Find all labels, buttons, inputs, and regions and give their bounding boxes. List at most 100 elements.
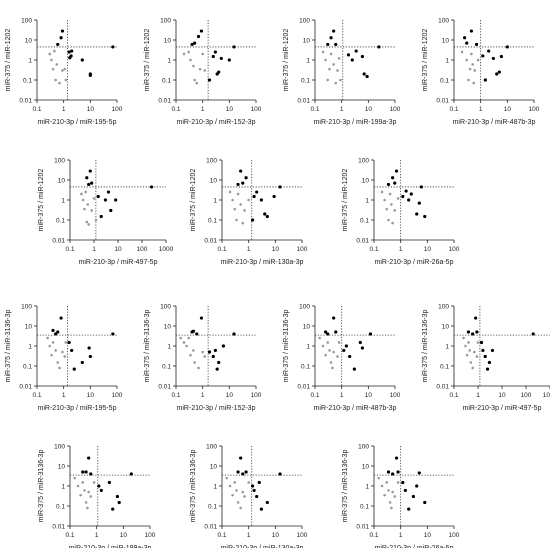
data-point [87,490,90,494]
data-point [463,36,467,40]
y-axis-label: miR-375 / miR-3136-3p [422,310,429,383]
y-tick-label: 0.1 [162,364,171,371]
data-point [278,472,282,476]
x-tick-label: 0.1 [449,392,458,399]
x-tick-label: 1 [479,106,483,113]
x-tick-label: 100 [145,532,156,539]
data-point [189,58,192,62]
data-point [386,182,391,187]
data-point [56,42,60,47]
data-point [86,506,89,510]
data-point [243,495,246,498]
data-point [387,489,390,492]
y-tick-label: 1 [167,58,171,65]
data-point [324,353,327,357]
y-tick-label: 10 [362,464,370,471]
x-axis-label: miR-210-3p / miR-130a-3p [221,259,304,266]
x-tick-label: 100 [137,246,148,253]
y-tick-label: 10 [442,324,450,331]
x-tick-label: 1 [201,392,205,399]
data-point [380,190,384,194]
y-tick-label: 100 [160,304,171,311]
data-point [481,348,485,353]
data-point [54,349,57,352]
data-point [470,52,473,56]
data-point [360,346,365,350]
data-point [111,45,115,49]
data-point [213,50,217,54]
data-point [472,350,476,354]
data-point [471,366,474,370]
data-point [86,203,90,206]
data-point [383,198,386,202]
x-tick-label: 1 [62,106,66,113]
data-point [491,56,495,61]
data-point [211,354,215,359]
data-point [103,198,108,202]
y-axis-label: miR-375 / miR-1202 [283,29,290,92]
data-point [505,45,509,49]
data-point [252,488,256,493]
data-point [417,471,421,475]
data-point [199,316,204,320]
y-tick-label: 100 [438,18,449,25]
y-axis-label: miR-375 / miR-1202 [422,29,429,92]
data-point [393,209,397,212]
x-axis-label: miR-210-3p / miR-199a-3p [314,119,397,126]
data-point [328,349,331,352]
y-tick-label: 10 [303,324,311,331]
data-point [239,506,242,510]
data-point [263,212,267,216]
data-point [79,493,82,497]
data-point [368,332,373,336]
x-tick-label: 10 [226,106,234,113]
y-tick-label: 0.1 [23,364,32,371]
y-axis-label: miR-375 / miR-3136-3p [144,310,151,383]
data-point [84,470,88,474]
x-tick-label: 1 [247,246,251,253]
data-point [386,470,391,474]
data-point [391,490,394,494]
data-point [51,67,55,71]
data-point [85,176,89,180]
y-tick-label: 0.1 [360,218,369,225]
data-point [233,481,237,484]
data-point [495,72,499,76]
y-tick-label: 1 [445,58,449,65]
x-tick-label: 100 [521,392,532,399]
data-point [468,67,472,71]
data-point [380,484,384,488]
data-point [396,197,400,200]
y-tick-label: 10 [210,178,218,185]
x-axis-label: miR-210-3p / miR-195-5p [38,405,117,412]
data-point [479,340,484,345]
data-point [182,52,186,56]
data-point [84,501,88,504]
data-point [235,489,238,492]
data-point [81,470,85,474]
x-tick-label: 100 [297,246,308,253]
y-tick-label: 10 [58,178,66,185]
data-point [388,192,392,196]
x-tick-label: 10 [87,392,95,399]
y-tick-label: 0.01 [158,384,171,391]
data-point [80,58,84,62]
data-point [490,348,495,353]
data-point [391,472,395,476]
x-tick-label: 10 [272,532,280,539]
y-tick-label: 0.01 [436,384,449,391]
x-tick-label: 0.1 [65,532,74,539]
data-point [385,481,389,484]
data-point [257,480,261,485]
x-axis-label: miR-210-3p / miR-487b-3p [453,119,536,126]
y-tick-label: 1 [306,58,310,65]
data-point [278,185,282,189]
x-tick-label: 100 [297,532,308,539]
data-point [365,74,369,79]
